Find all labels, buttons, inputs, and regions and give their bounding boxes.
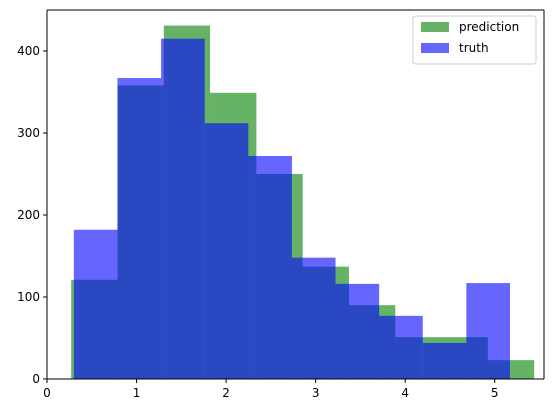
bar-truth-7 <box>379 315 423 379</box>
bar-truth-1 <box>117 78 162 379</box>
legend-swatch-prediction <box>421 22 449 32</box>
x-tick-label-4: 4 <box>401 386 409 400</box>
x-tick-label-5: 5 <box>491 386 499 400</box>
x-tick-label-1: 1 <box>133 386 141 400</box>
y-tick-label-100: 100 <box>17 290 40 304</box>
legend-label-truth: truth <box>459 41 489 55</box>
bar-truth-5 <box>291 257 336 379</box>
x-tick-label-3: 3 <box>312 386 320 400</box>
bar-truth-2 <box>161 38 205 379</box>
legend: prediction truth <box>412 15 537 65</box>
legend-swatch-truth <box>421 43 449 53</box>
bar-truth-6 <box>335 283 380 379</box>
bar-truth-9 <box>466 283 510 379</box>
axes-layer: 0 1 2 3 4 5 0 100 200 300 400 <box>17 9 545 400</box>
x-tick-label-0: 0 <box>43 386 51 400</box>
bars-layer <box>71 25 535 380</box>
y-tick-label-200: 200 <box>17 208 40 222</box>
x-tick-label-2: 2 <box>222 386 230 400</box>
bar-truth-4 <box>248 155 292 379</box>
bar-truth-3 <box>204 123 249 379</box>
bar-truth-0 <box>73 229 118 379</box>
legend-label-prediction: prediction <box>459 20 519 34</box>
y-tick-label-400: 400 <box>17 44 40 58</box>
y-tick-label-0: 0 <box>32 372 40 386</box>
bar-truth-8 <box>422 342 467 379</box>
y-tick-label-300: 300 <box>17 126 40 140</box>
